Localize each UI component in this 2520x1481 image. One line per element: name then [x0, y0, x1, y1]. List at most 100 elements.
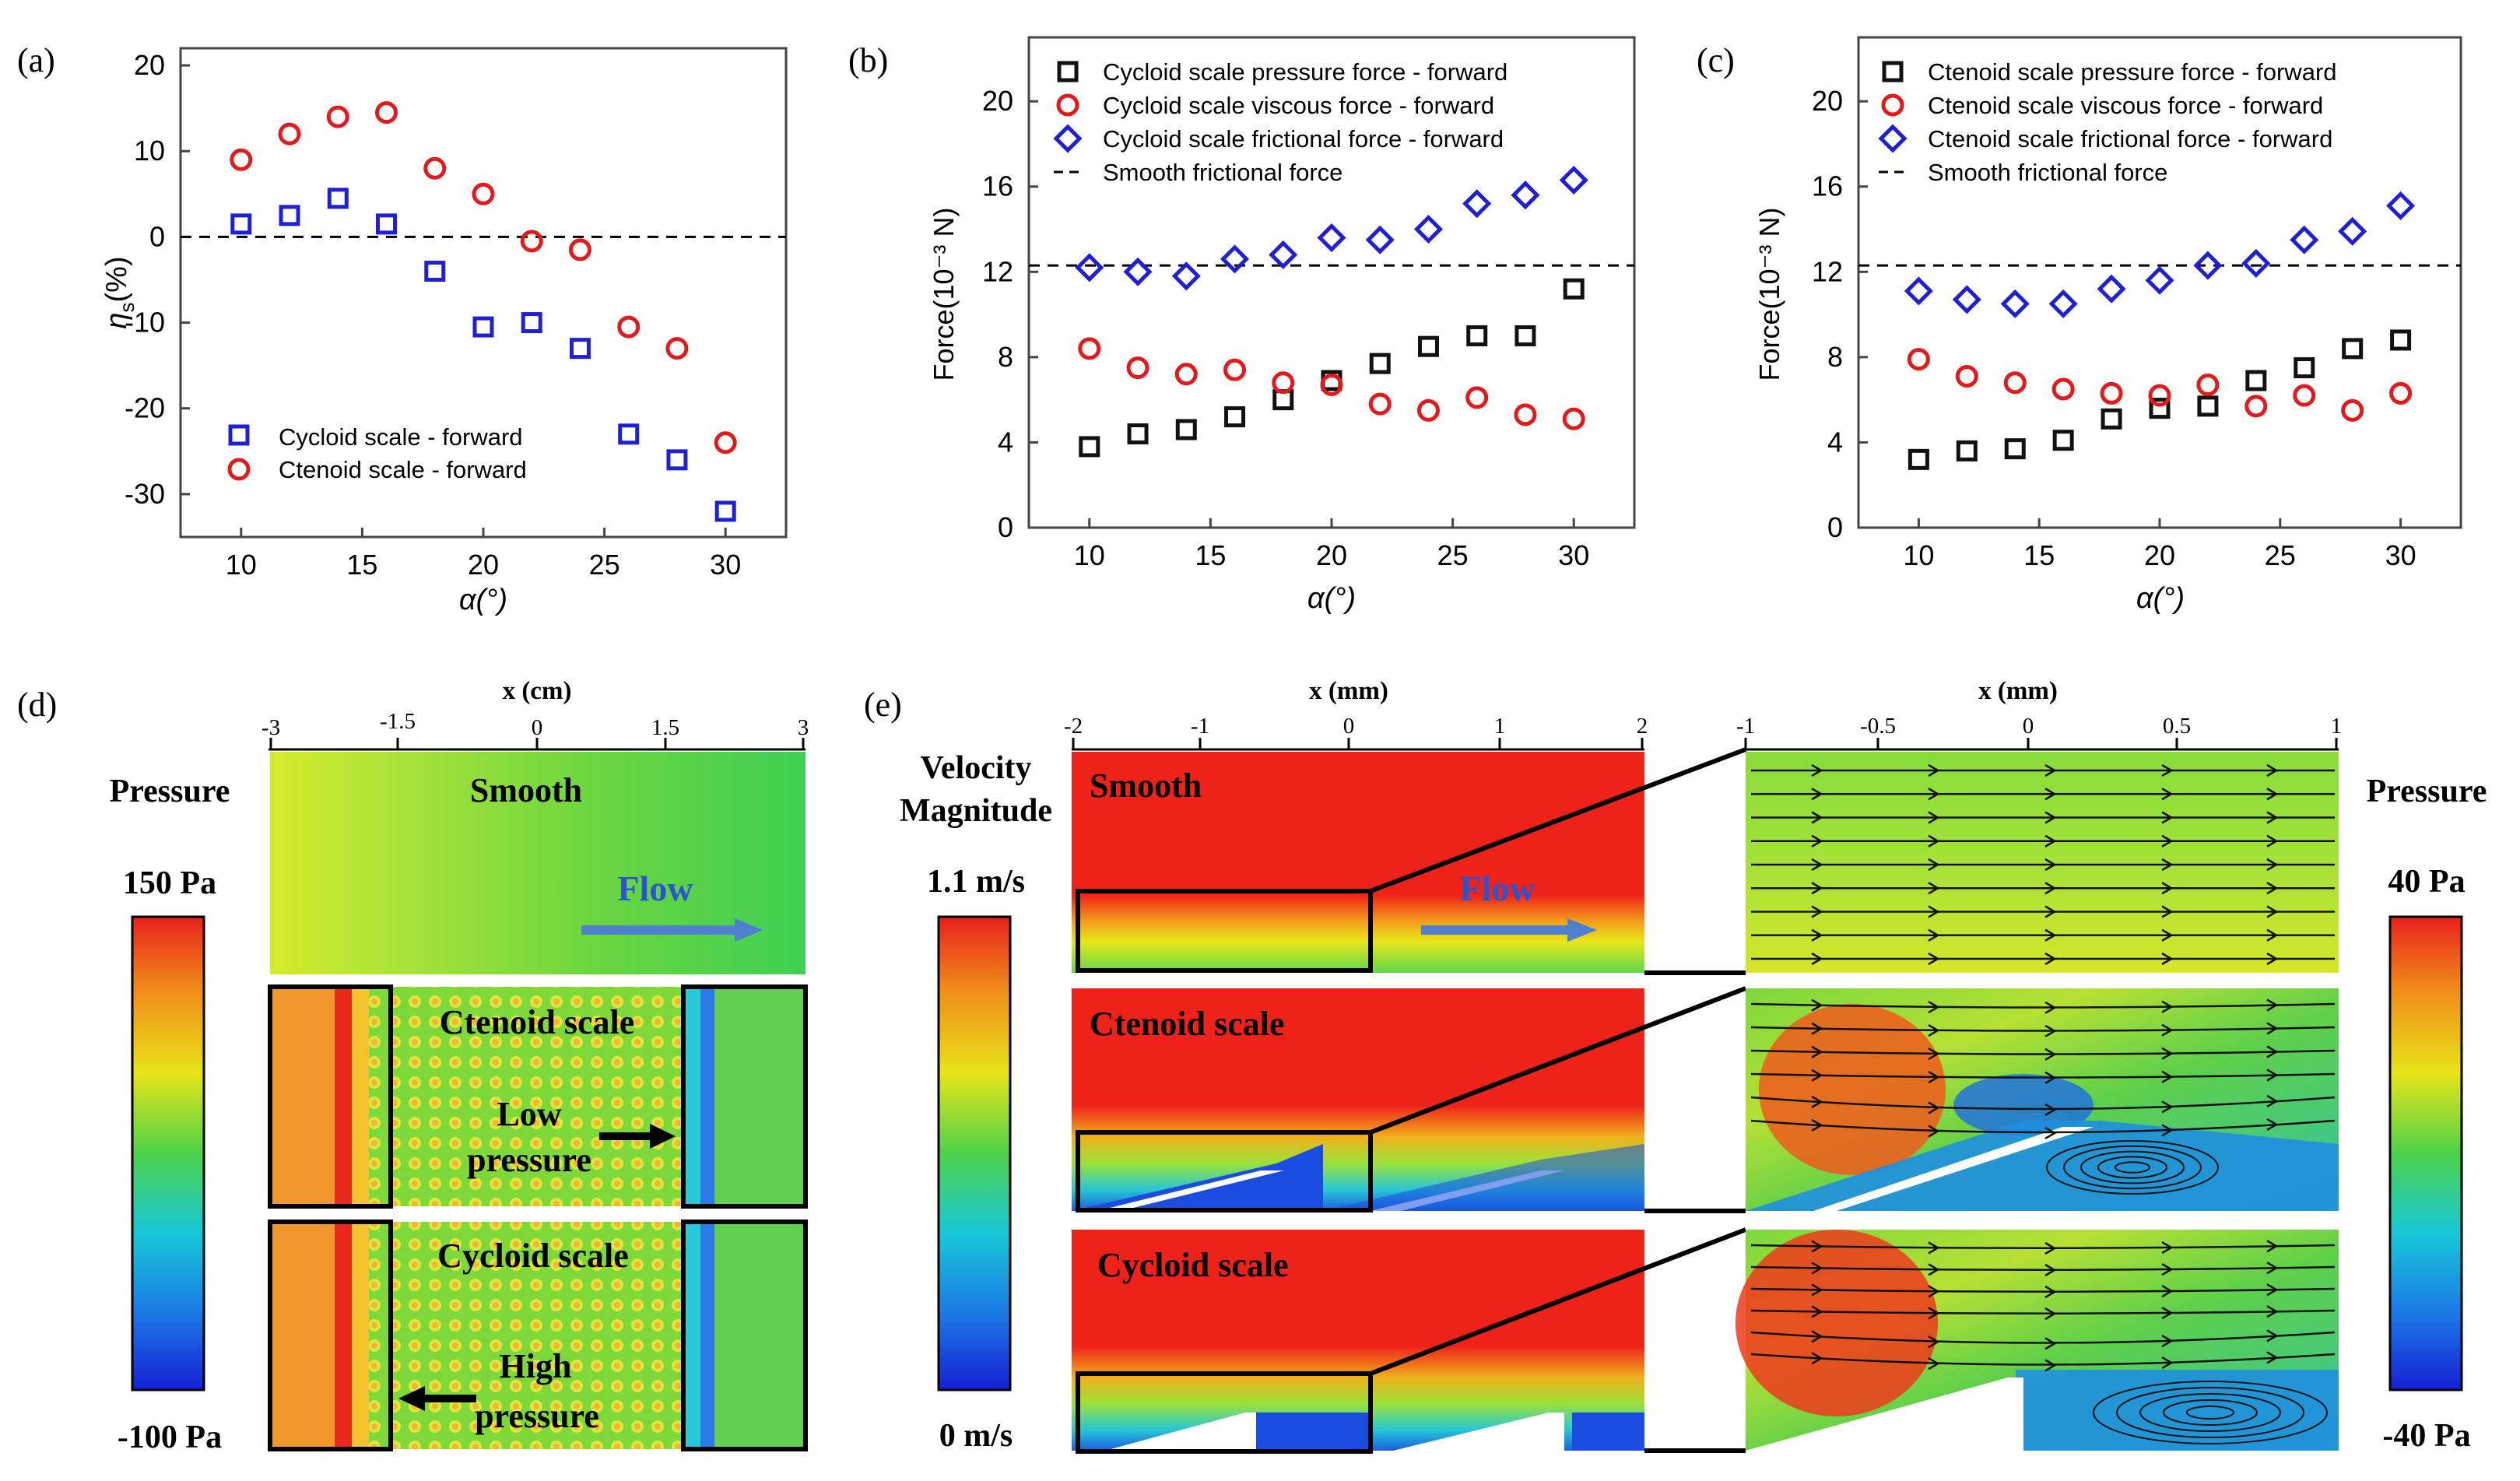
streamline-arrow [2266, 905, 2279, 918]
data-point-series-0 [424, 260, 446, 282]
streamline-arrow [1928, 1335, 1940, 1349]
y-tick-label: 8 [998, 341, 1013, 373]
data-point-series-0 [1127, 423, 1149, 444]
streamline-arrow [2161, 1263, 2174, 1276]
data-point-series-1 [2244, 395, 2268, 418]
cycloid-streamlines [1750, 1240, 2336, 1444]
panel-a-legend: Cycloid scale - forward Ctenoid scale - … [227, 423, 527, 483]
data-point-series-1 [520, 230, 543, 253]
data-point-series-2 [1462, 189, 1492, 219]
vortex-ring [2080, 1150, 2185, 1184]
data-point-series-2 [1317, 223, 1346, 253]
smooth-streamlines [1750, 763, 2335, 966]
panel-c-chart: (c) 10 15 20 25 30 0 4 8 12 16 20 α(°) Force(10⁻³ … [1697, 36, 2462, 615]
streamline-arrow [2044, 1071, 2057, 1084]
y-tick-label: 4 [1827, 426, 1843, 458]
streamline [1750, 1265, 2336, 1271]
y-tick-label: -20 [125, 392, 165, 424]
tick-label: 0 [2023, 714, 2034, 739]
streamline-arrow [1928, 1070, 1940, 1084]
data-point-series-2 [1952, 285, 1981, 314]
tick-label: 1 [2331, 714, 2343, 739]
data-point-series-0 [1956, 440, 1978, 461]
legend-label: Cycloid scale - forward [279, 423, 523, 451]
data-point-series-1 [2293, 384, 2316, 407]
streamline-arrow [2161, 1023, 2174, 1037]
streamline-arrow [2266, 1262, 2279, 1275]
streamline-arrow [2161, 882, 2174, 895]
streamline-arrow [1928, 1285, 1940, 1298]
data-point-series-1 [1272, 371, 1295, 395]
y-tick-label: -10 [125, 307, 165, 339]
velocity-colorbar-min: 0 m/s [939, 1418, 1013, 1454]
velocity-colorbar-max: 1.1 m/s [927, 864, 1025, 900]
x-tick-label: 25 [2265, 539, 2296, 571]
streamline-arrow [2161, 928, 2174, 942]
data-point-series-0 [1908, 448, 1929, 470]
legend-marker [1053, 124, 1083, 153]
streamline-arrow [1928, 928, 1940, 942]
y-tick-label: 4 [998, 426, 1013, 458]
legend-label: Ctenoid scale pressure force - forward [1928, 58, 2337, 86]
streamline-arrow [1811, 905, 1823, 918]
vortex-ring [2046, 1140, 2219, 1195]
streamline-arrow [1928, 811, 1940, 824]
panel-a-xlabel: α(°) [459, 584, 507, 616]
streamline-arrow [2044, 858, 2057, 872]
streamline [1750, 1119, 2336, 1134]
data-point-series-2 [1904, 276, 1933, 306]
panel-d-ticks: -3 -1.5 0 1.5 3 [261, 709, 809, 749]
ctenoid-zoom-field [1746, 988, 2339, 1211]
streamline [1750, 1287, 2336, 1293]
streamline [1750, 1353, 2336, 1366]
panel-c-ylabel: Force(10⁻³ N) [1753, 207, 1785, 381]
data-point-series-1 [375, 101, 398, 125]
data-point-series-0 [2342, 338, 2364, 360]
streamline-arrow [2266, 763, 2279, 777]
ctenoid-left-box [268, 984, 393, 1209]
streamline-arrow [2161, 952, 2174, 966]
x-tick-label: 15 [2023, 539, 2055, 571]
streamline-arrow [1811, 1118, 1823, 1132]
streamline-arrow [2266, 1094, 2279, 1108]
vortex-ring [2186, 1406, 2234, 1420]
streamline-arrow [2161, 1047, 2174, 1060]
velocity-colorbar-title-line2: Magnitude [900, 793, 1052, 829]
streamline-arrow [1928, 1263, 1940, 1276]
streamline-arrow [1811, 1069, 1823, 1082]
data-point-series-2 [2290, 225, 2319, 254]
streamline-arrow [2266, 928, 2279, 942]
data-point-series-0 [569, 338, 591, 360]
streamline [1750, 1309, 2336, 1314]
data-point-series-0 [666, 449, 688, 471]
streamline-arrow [1811, 834, 1823, 848]
streamline-arrow [2161, 811, 2174, 824]
data-point-series-1 [326, 105, 349, 128]
streamline-arrow [2161, 1241, 2174, 1255]
streamline-arrow [1928, 1241, 1940, 1255]
streamline-arrow [2161, 858, 2174, 872]
data-point-series-1 [1907, 348, 1930, 371]
streamline-arrow [2266, 1118, 2279, 1132]
streamline-arrow [1928, 858, 1940, 872]
legend-label: Cycloid scale viscous force - forward [1103, 92, 1494, 119]
streamline-arrow [1811, 1352, 1823, 1365]
panel-c-xlabel: α(°) [2136, 582, 2185, 615]
streamline-arrow [2044, 1307, 2057, 1321]
streamline-arrow [2044, 1024, 2057, 1037]
flow-arrow-icon [735, 918, 763, 942]
data-point-series-1 [1562, 407, 1585, 430]
streamline-arrow [2044, 1241, 2057, 1255]
data-point-series-2 [1075, 253, 1104, 283]
streamline [1750, 1002, 2336, 1009]
streamline [1750, 1096, 2336, 1111]
data-point-series-2 [2048, 289, 2078, 318]
data-point-series-1 [472, 182, 495, 205]
streamline-arrow [1811, 882, 1823, 895]
cycloid-zoom-field [1736, 1230, 2339, 1451]
cycloid-zoom-box [1076, 1371, 1373, 1454]
y-tick-label: -30 [125, 478, 165, 510]
streamline-arrow [1811, 1262, 1823, 1275]
panel-b-xlabel: α(°) [1307, 582, 1356, 615]
panel-d-pressure-contours: (d) x (cm) -3 -1.5 0 1.5 3 Pressure 150 … [17, 677, 809, 1455]
